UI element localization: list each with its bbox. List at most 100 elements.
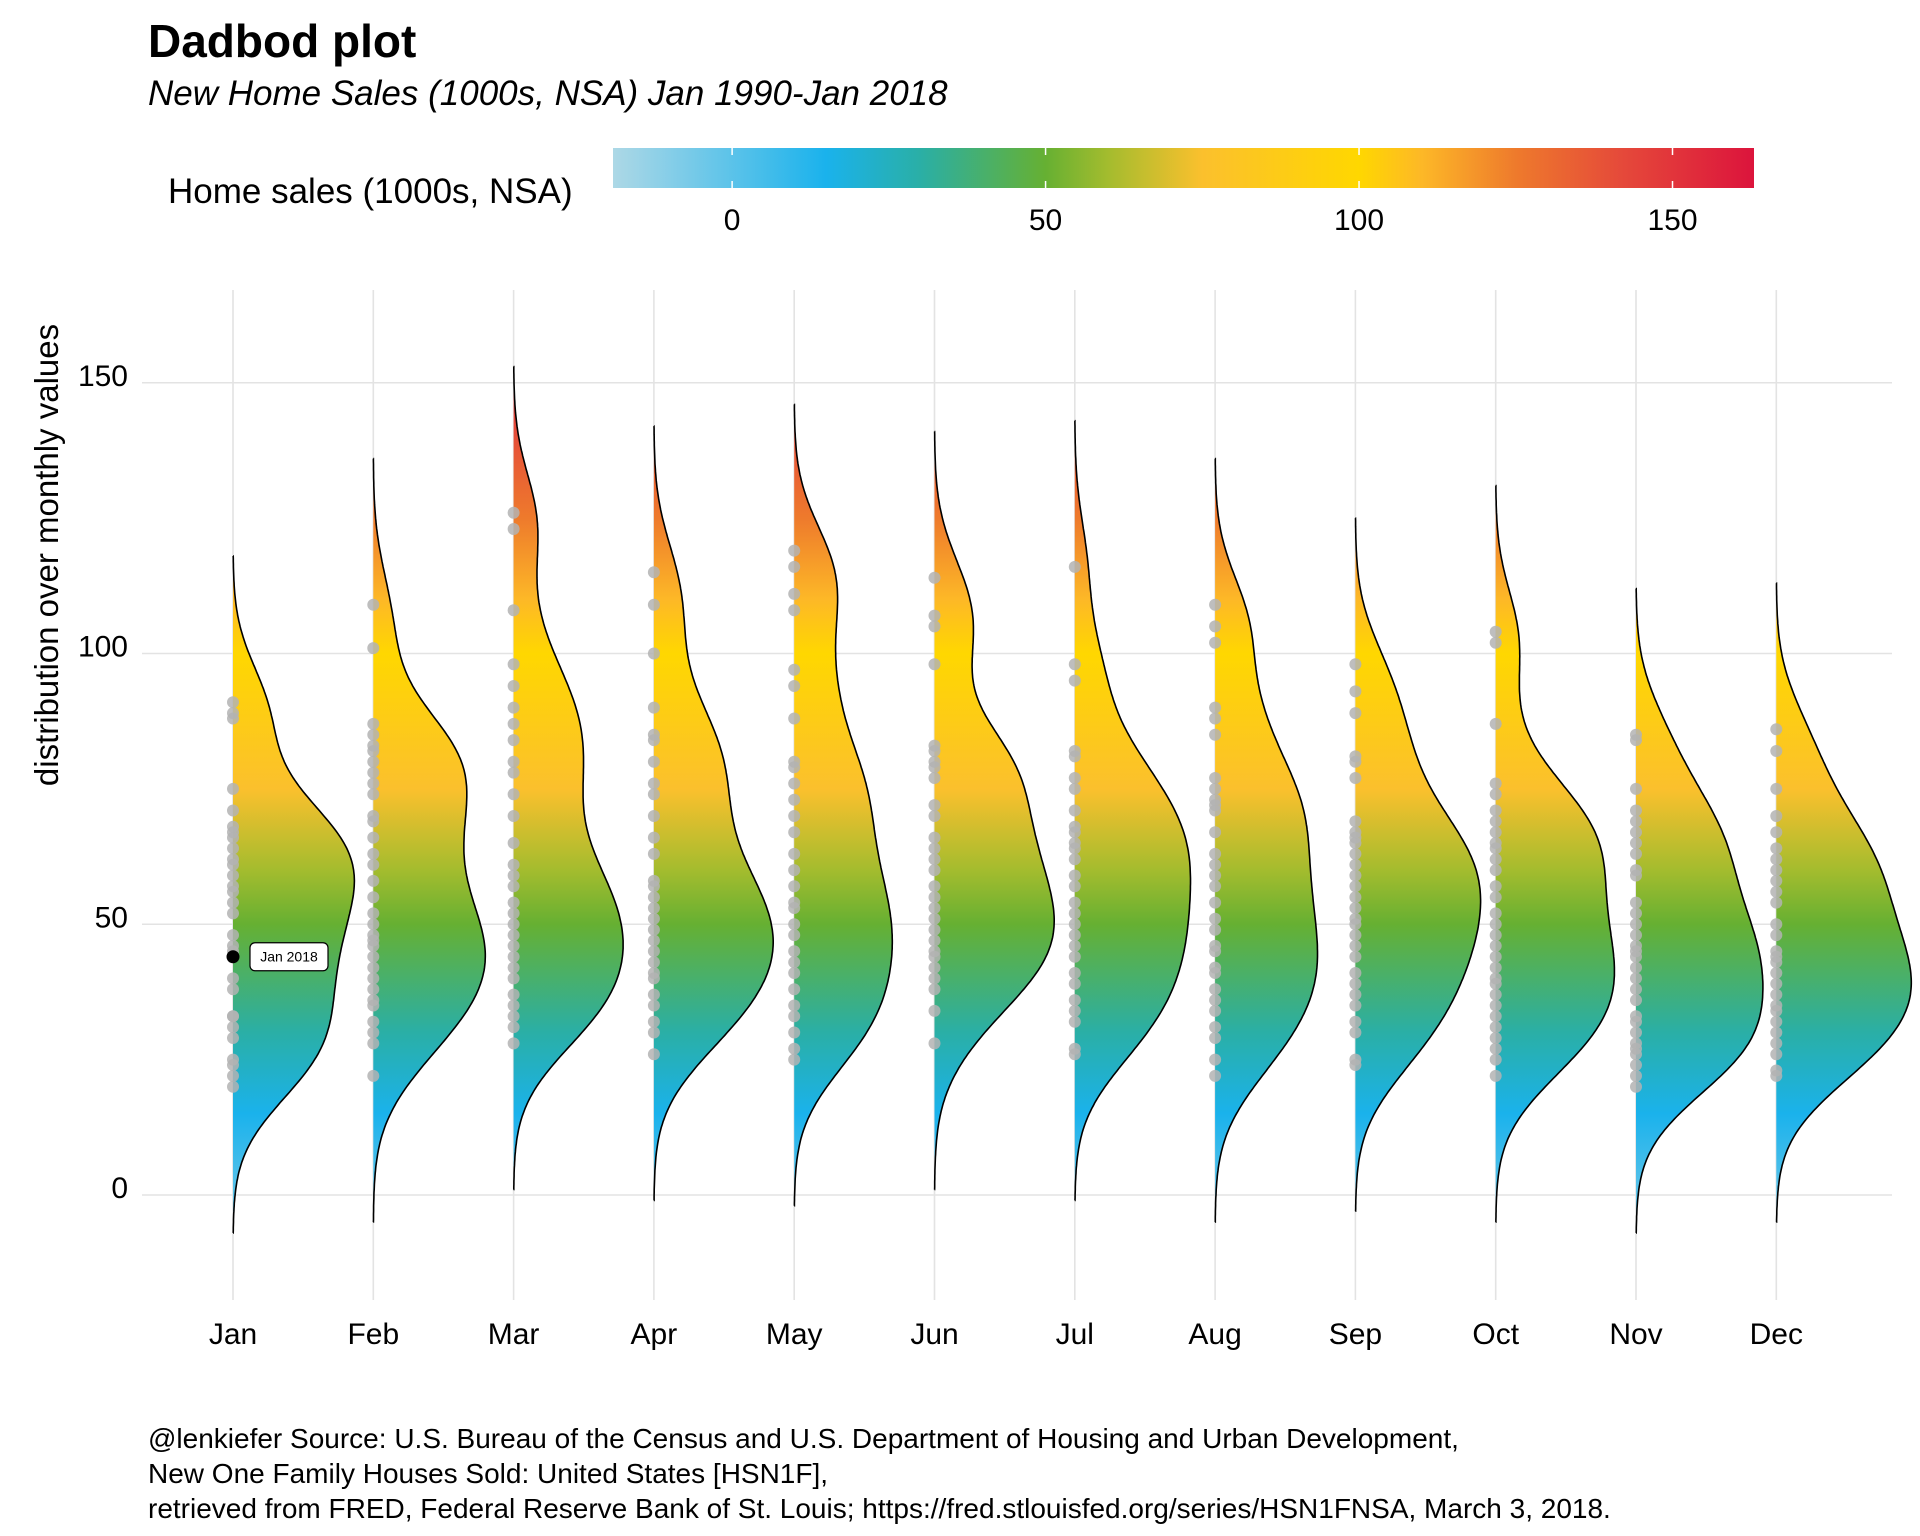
x-tick-label-feb: Feb xyxy=(347,1318,399,1351)
data-point xyxy=(507,858,520,871)
data-point xyxy=(928,864,941,877)
data-point xyxy=(1349,912,1362,925)
violin-aug xyxy=(1215,458,1318,1223)
data-point xyxy=(1068,658,1081,671)
data-point xyxy=(227,972,239,985)
data-point xyxy=(227,929,239,942)
data-point xyxy=(1630,782,1642,795)
data-point xyxy=(1068,853,1081,866)
data-point xyxy=(1630,1037,1642,1050)
data-point xyxy=(1068,977,1081,990)
x-tick-label-aug: Aug xyxy=(1188,1318,1241,1351)
x-tick-label-sep: Sep xyxy=(1329,1318,1382,1351)
violin-outline-jun xyxy=(933,430,1055,1191)
data-point xyxy=(928,772,941,784)
data-point xyxy=(788,544,801,557)
data-point xyxy=(1770,826,1783,839)
data-point xyxy=(1349,977,1362,990)
data-point xyxy=(928,810,941,822)
data-point xyxy=(1209,847,1222,860)
data-point xyxy=(1349,891,1362,904)
data-point xyxy=(1630,907,1642,920)
data-point xyxy=(1068,994,1081,1007)
data-point xyxy=(227,1032,239,1044)
data-point xyxy=(788,1042,801,1055)
data-point xyxy=(647,945,660,958)
data-point xyxy=(367,777,380,790)
data-point xyxy=(1068,950,1081,963)
data-point xyxy=(788,755,801,768)
data-point xyxy=(1770,864,1783,877)
data-point xyxy=(1489,929,1502,942)
data-point xyxy=(1489,636,1502,649)
data-point xyxy=(367,728,380,741)
violin-oct xyxy=(1495,485,1615,1223)
data-point xyxy=(1068,1004,1081,1017)
data-point xyxy=(1489,918,1502,931)
data-point xyxy=(1349,939,1362,952)
data-point xyxy=(647,1026,660,1039)
data-point xyxy=(227,880,239,893)
data-point xyxy=(647,934,660,947)
data-point xyxy=(1209,701,1222,714)
data-point xyxy=(788,929,801,942)
data-point xyxy=(1770,918,1783,931)
data-point xyxy=(1770,988,1783,1001)
data-point xyxy=(647,777,660,790)
data-point xyxy=(1209,712,1222,725)
data-point xyxy=(1209,896,1222,909)
data-point xyxy=(788,880,801,893)
data-point xyxy=(227,939,239,952)
data-point xyxy=(1209,1021,1222,1034)
data-point xyxy=(647,999,660,1012)
data-point xyxy=(1068,1042,1081,1055)
data-point xyxy=(647,566,660,579)
violin-outline-oct xyxy=(1495,484,1616,1223)
data-point xyxy=(1630,815,1642,828)
data-point xyxy=(788,956,801,969)
violin-outline-jul xyxy=(1074,419,1192,1202)
data-point xyxy=(227,1021,239,1034)
data-point xyxy=(1770,1064,1783,1077)
x-tick-label-mar: Mar xyxy=(488,1318,540,1351)
data-point xyxy=(1068,939,1081,952)
x-tick-label-dec: Dec xyxy=(1750,1318,1803,1351)
data-point xyxy=(227,842,239,855)
data-point xyxy=(1209,782,1222,795)
data-point xyxy=(227,1010,239,1023)
data-point xyxy=(1630,837,1642,849)
data-point xyxy=(507,896,520,909)
data-point xyxy=(227,782,239,795)
colorbar: 0 50 100 150 xyxy=(613,148,1754,237)
data-point xyxy=(1770,842,1783,855)
data-point xyxy=(1209,961,1222,974)
data-point xyxy=(647,647,660,660)
data-point xyxy=(367,983,380,996)
data-point xyxy=(1489,907,1502,920)
data-point xyxy=(1630,826,1642,839)
data-point xyxy=(1349,815,1362,828)
data-point xyxy=(227,1069,239,1082)
data-point xyxy=(1489,1053,1502,1066)
data-point xyxy=(647,755,660,768)
data-point xyxy=(1349,1026,1362,1039)
data-point xyxy=(507,918,520,931)
data-point xyxy=(507,880,520,893)
data-point xyxy=(227,820,239,833)
data-point xyxy=(227,804,239,817)
data-point xyxy=(647,728,660,741)
violin-jan xyxy=(233,556,355,1233)
y-tick-label: 150 xyxy=(78,360,128,393)
data-point xyxy=(227,983,239,996)
data-point xyxy=(788,793,801,806)
data-point xyxy=(647,902,660,914)
violin-outline-sep xyxy=(1354,517,1482,1212)
data-point xyxy=(1489,1021,1502,1034)
data-point xyxy=(1770,1048,1783,1061)
data-point xyxy=(507,961,520,974)
violin-jun xyxy=(934,431,1055,1190)
data-point xyxy=(1209,1053,1222,1066)
data-point xyxy=(1209,826,1222,839)
data-point xyxy=(367,739,380,752)
data-point xyxy=(1630,1026,1642,1039)
